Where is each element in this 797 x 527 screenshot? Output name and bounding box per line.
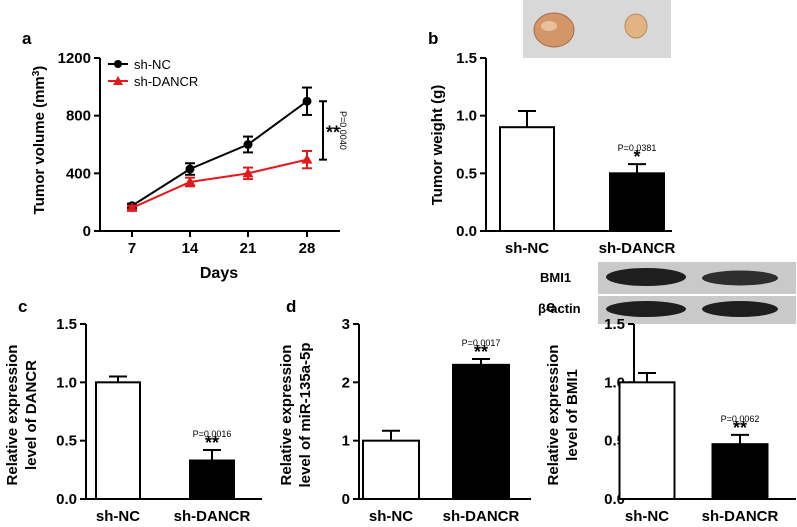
panel-b-ytick-label: 0.0 <box>456 223 477 240</box>
panel-e-ylabel-line1: Relative expression <box>545 345 562 486</box>
panel-b-ytick-label: 1.0 <box>456 108 477 125</box>
panel-a-pvalue: P=0.0040 <box>338 111 348 150</box>
panel-letter-c: c <box>18 297 27 316</box>
panel-a-xtick-label: 7 <box>128 240 136 257</box>
legend-marker-sh-nc <box>114 60 122 68</box>
panel-c-xtick-label: sh-DANCR <box>174 508 251 525</box>
panel-a-ylabel: Tumor volume (mm3) <box>31 66 49 215</box>
blot-band-actin-sh-dancr <box>702 301 778 317</box>
panel-a-ytick-label: 0 <box>83 223 91 240</box>
panel-c-ytick-label: 1.0 <box>56 374 77 391</box>
legend-label-sh-dancr: sh-DANCR <box>134 74 198 89</box>
panel-b-xtick-label: sh-NC <box>505 240 549 257</box>
panel-letter-a: a <box>22 29 32 48</box>
panel-b-ylabel: Tumor weight (g) <box>429 85 446 206</box>
panel-c-ytick-label: 0.0 <box>56 491 77 508</box>
panel-d-bar-sh-nc <box>362 439 420 500</box>
panel-e-ytick-label: 1.5 <box>604 316 625 333</box>
panel-d-significance-stars: ** <box>474 342 488 362</box>
panel-d-ylabel-line1: Relative expression <box>278 345 295 486</box>
legend-label-sh-nc: sh-NC <box>134 57 171 72</box>
panel-d-mir135a-expression: Relative expression level of miR-135a-5p… <box>278 316 531 525</box>
blot-label-beta-actin: β-actin <box>538 301 581 316</box>
panel-a-xtick-label: 28 <box>299 240 316 257</box>
panel-e-bmi1-expression: Relative expression level of BMI1 BMI1 β… <box>538 262 796 525</box>
panel-d-xtick-label: sh-NC <box>369 508 413 525</box>
panel-letter-d: d <box>286 297 296 316</box>
panel-a-significance-stars: ** <box>326 122 340 142</box>
panel-e-xtick-label: sh-NC <box>625 508 669 525</box>
panel-a-point-sh-nc <box>302 96 312 106</box>
panel-a-series-line-sh-dancr <box>131 158 308 209</box>
panel-c-significance-stars: ** <box>205 433 219 453</box>
panel-e-ylabel-line2: level of BMI1 <box>564 369 581 461</box>
panel-a-point-sh-dancr <box>126 202 138 212</box>
tumor-sh-nc-highlight <box>541 21 557 31</box>
panel-c-ylabel-line2: level of DANCR <box>23 360 40 470</box>
panel-c-bar-sh-nc <box>95 381 141 501</box>
panel-a-point-sh-dancr <box>184 176 196 186</box>
panel-b-ytick-label: 1.5 <box>456 50 477 67</box>
panel-c-dancr-expression: Relative expression level of DANCR 0.0 0.… <box>4 316 262 525</box>
panel-c-xtick-label: sh-NC <box>96 508 140 525</box>
blot-label-bmi1: BMI1 <box>540 270 571 285</box>
panel-c-ytick-label: 1.5 <box>56 316 77 333</box>
panel-a-point-sh-dancr <box>301 154 313 164</box>
panel-b-xtick-label: sh-DANCR <box>599 240 676 257</box>
panel-a-point-sh-nc <box>243 140 253 149</box>
panel-c-ylabel-line1: Relative expression <box>4 345 21 486</box>
panel-a-xtick-label: 14 <box>182 240 199 257</box>
panel-a-series-line-sh-nc <box>131 100 308 207</box>
panel-d-ytick-label: 0 <box>342 491 350 508</box>
blot-band-bmi1-sh-nc <box>606 268 686 286</box>
panel-a-tumor-volume: Tumor volume (mm3) Days sh-NC sh-DANCR 0… <box>31 50 349 282</box>
panel-d-ytick-label: 3 <box>342 316 350 333</box>
blot-band-bmi1-sh-dancr <box>702 270 778 286</box>
panel-b-significance-stars: * <box>633 147 640 167</box>
panel-a-ytick-label: 400 <box>66 165 91 182</box>
panel-a-xtick-label: 21 <box>240 240 257 257</box>
tumor-photo <box>523 0 671 58</box>
panel-b-bar-sh-dancr <box>609 172 665 232</box>
panel-a-ytick-label: 800 <box>66 108 91 125</box>
panel-e-bar-sh-nc <box>618 381 676 501</box>
tumor-sh-nc <box>533 12 575 48</box>
panel-d-ytick-label: 1 <box>342 433 350 450</box>
panel-b-pvalue: P=0.0381 <box>618 143 657 153</box>
panel-c-ytick-label: 0.5 <box>56 433 77 450</box>
panel-d-ylabel-line2: level of miR-135a-5p <box>297 342 314 487</box>
panel-e-significance-stars: ** <box>733 418 747 438</box>
panel-letter-b: b <box>428 29 438 48</box>
panel-c-bar-sh-dancr <box>189 459 235 500</box>
panel-c-pvalue: P=0.0016 <box>193 429 232 439</box>
panel-b-tumor-weight: Tumor weight (g) 0.0 0.5 1.0 1.5 sh-NC sh-DAN… <box>429 0 675 257</box>
panel-a-xlabel: Days <box>200 265 238 282</box>
panel-letter-e: e <box>546 297 555 316</box>
western-blot: BMI1 β-actin <box>538 262 796 324</box>
panel-d-pvalue: P=0.0017 <box>462 338 501 348</box>
panel-a-point-sh-nc <box>185 164 195 174</box>
tumor-sh-dancr <box>624 13 648 39</box>
blot-band-actin-sh-nc <box>606 301 686 317</box>
panel-d-ytick-label: 2 <box>342 374 350 391</box>
legend-marker-sh-dancr <box>113 76 123 85</box>
panel-a-point-sh-dancr <box>242 167 254 178</box>
panel-d-xtick-label: sh-DANCR <box>443 508 520 525</box>
panel-a-legend: sh-NC sh-DANCR <box>108 57 198 89</box>
panel-e-pvalue: P=0.0062 <box>721 414 760 424</box>
panel-e-bar-sh-dancr <box>711 443 769 500</box>
panel-b-bar-sh-nc <box>499 126 555 232</box>
panel-a-ytick-label: 1200 <box>58 50 91 67</box>
panel-e-xtick-label: sh-DANCR <box>702 508 779 525</box>
panel-b-ytick-label: 0.5 <box>456 165 477 182</box>
panel-d-bar-sh-dancr <box>452 363 510 501</box>
